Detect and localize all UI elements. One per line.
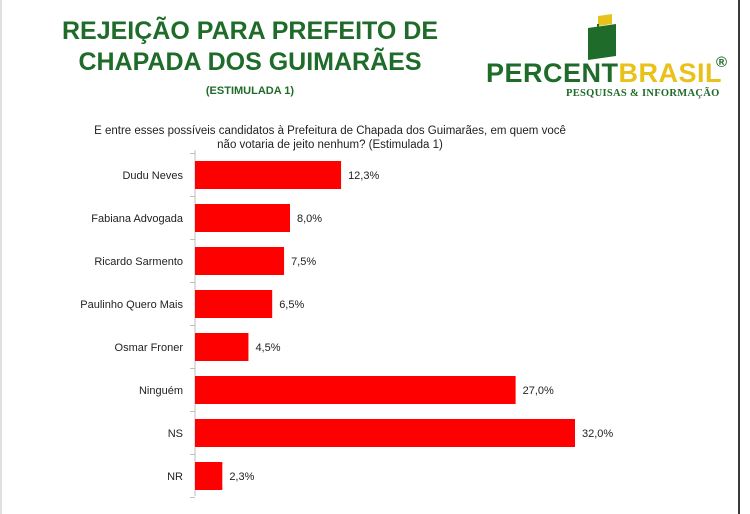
value-label: 4,5%	[255, 342, 280, 354]
page-title: REJEIÇÃO PARA PREFEITO DE CHAPADA DOS GU…	[40, 16, 460, 78]
bar-1	[195, 204, 290, 232]
category-label: Osmar Froner	[115, 342, 184, 354]
left-border	[0, 0, 2, 514]
bar-4	[195, 333, 249, 361]
category-label: Dudu Neves	[122, 170, 183, 182]
percentbrasil-logo: PERCENTBRASIL ® PESQUISAS & INFORMAÇÃO	[486, 14, 736, 104]
value-label: 7,5%	[291, 256, 316, 268]
flag-icon	[588, 14, 616, 60]
bar-2	[195, 247, 285, 275]
logo-wordmark: PERCENTBRASIL	[486, 58, 722, 89]
category-label: Ninguém	[139, 385, 183, 397]
category-label: Fabiana Advogada	[91, 213, 184, 225]
value-label: 6,5%	[279, 299, 304, 311]
bar-0	[195, 161, 342, 189]
category-label: NR	[167, 471, 183, 483]
page-subtitle: (ESTIMULADA 1)	[205, 85, 295, 97]
value-label: 32,0%	[582, 428, 613, 440]
value-label: 8,0%	[297, 213, 322, 225]
bar-6	[195, 419, 575, 447]
registered-mark: ®	[716, 54, 728, 71]
question-line-1: E entre esses possíveis candidatos à Pre…	[94, 125, 566, 137]
bar-chart: Dudu Neves 12,3% Fabiana Advogada 8,0% Ricar…	[80, 150, 613, 498]
title-line-2: CHAPADA DOS GUIMARÃES	[78, 48, 422, 76]
logo-wordmark-part1: PERCENT	[486, 58, 619, 88]
category-label: NS	[168, 428, 183, 440]
bar-5	[195, 376, 516, 404]
bar-7	[195, 462, 223, 490]
category-label: Paulinho Quero Mais	[80, 299, 183, 311]
logo-tagline: PESQUISAS & INFORMAÇÃO	[566, 88, 720, 99]
category-label: Ricardo Sarmento	[94, 256, 183, 268]
title-line-1: REJEIÇÃO PARA PREFEITO DE	[62, 17, 438, 45]
logo-wordmark-part2: BRASIL	[618, 58, 723, 88]
value-label: 12,3%	[348, 170, 379, 182]
value-label: 27,0%	[523, 385, 554, 397]
bar-3	[195, 290, 273, 318]
right-border	[738, 0, 740, 514]
survey-question: E entre esses possíveis candidatos à Pre…	[80, 124, 580, 152]
question-line-2: não votaria de jeito nenhum? (Estimulada…	[217, 139, 443, 151]
value-label: 2,3%	[229, 471, 254, 483]
